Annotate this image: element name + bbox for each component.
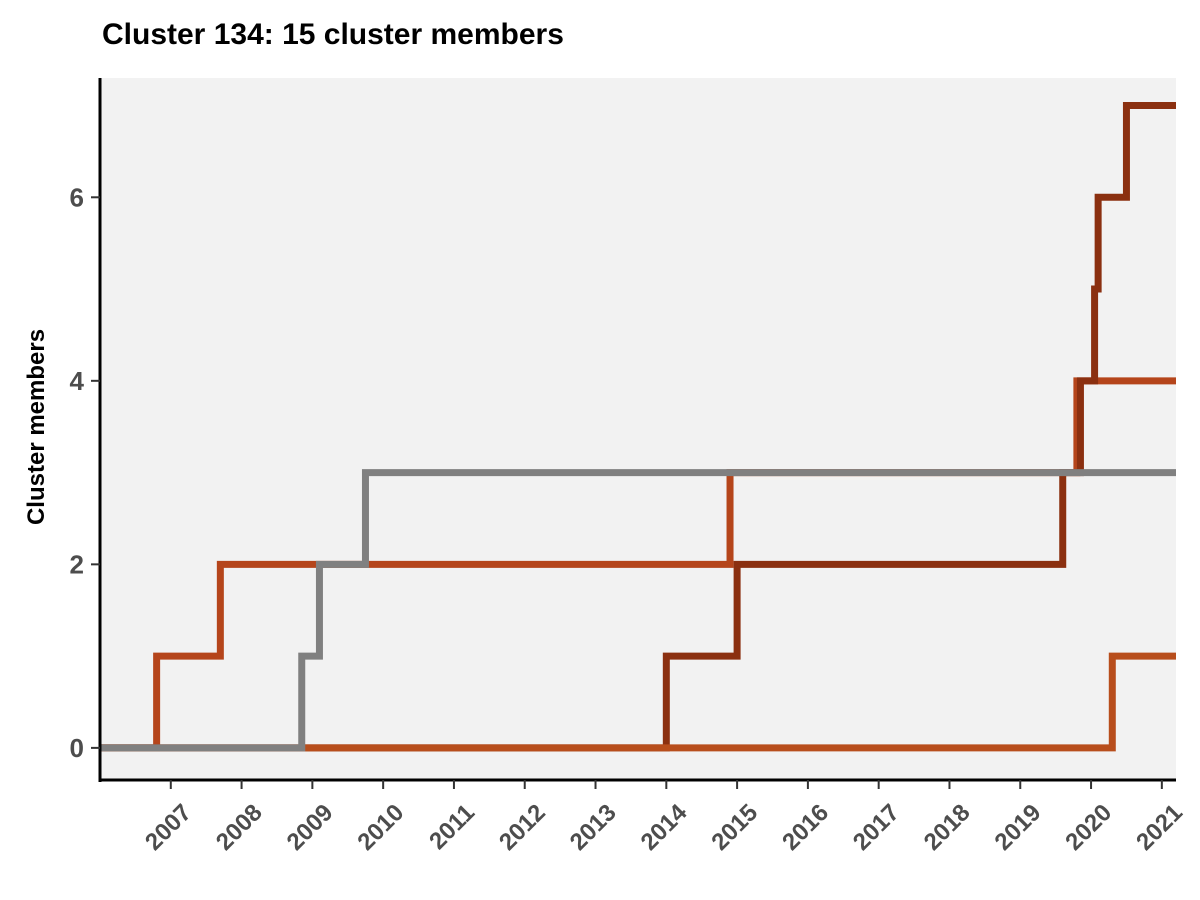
y-tick-label: 2 <box>70 549 84 579</box>
series-line-1 <box>100 377 1176 752</box>
x-tick-label: 2011 <box>424 799 480 855</box>
x-tick-label: 2010 <box>352 799 409 856</box>
x-ticks: 2007 2008 2009 2010 2011 2012 2013 2014 2015 2016… <box>140 780 1188 856</box>
x-tick-label: 2014 <box>636 799 693 856</box>
y-tick-label: 0 <box>70 733 84 763</box>
series-line-2 <box>100 102 1176 752</box>
y-ticks: 0 2 4 6 <box>70 182 100 763</box>
x-tick-label: 2020 <box>1060 799 1117 856</box>
x-tick-label: 2009 <box>282 799 339 856</box>
x-tick-label: 2015 <box>706 799 763 856</box>
x-tick-label: 2008 <box>211 799 268 856</box>
y-tick-label: 4 <box>70 366 85 396</box>
y-tick-label: 6 <box>70 182 84 212</box>
x-tick-label: 2019 <box>990 799 1047 856</box>
x-tick-label: 2018 <box>919 799 976 856</box>
x-tick-label: 2012 <box>494 799 551 856</box>
chart-title: Cluster 134: 15 cluster members <box>102 18 564 51</box>
series-line-4 <box>100 469 1176 752</box>
x-tick-label: 2007 <box>140 799 197 856</box>
series-layer <box>100 102 1176 752</box>
x-tick-label: 2017 <box>848 799 905 856</box>
x-tick-label: 2021 <box>1131 799 1188 856</box>
series-line-3 <box>100 652 1176 752</box>
x-tick-label: 2016 <box>777 799 834 856</box>
plot-panel <box>100 78 1176 780</box>
x-tick-label: 2013 <box>565 799 622 856</box>
y-axis-title: Cluster members <box>23 329 50 525</box>
